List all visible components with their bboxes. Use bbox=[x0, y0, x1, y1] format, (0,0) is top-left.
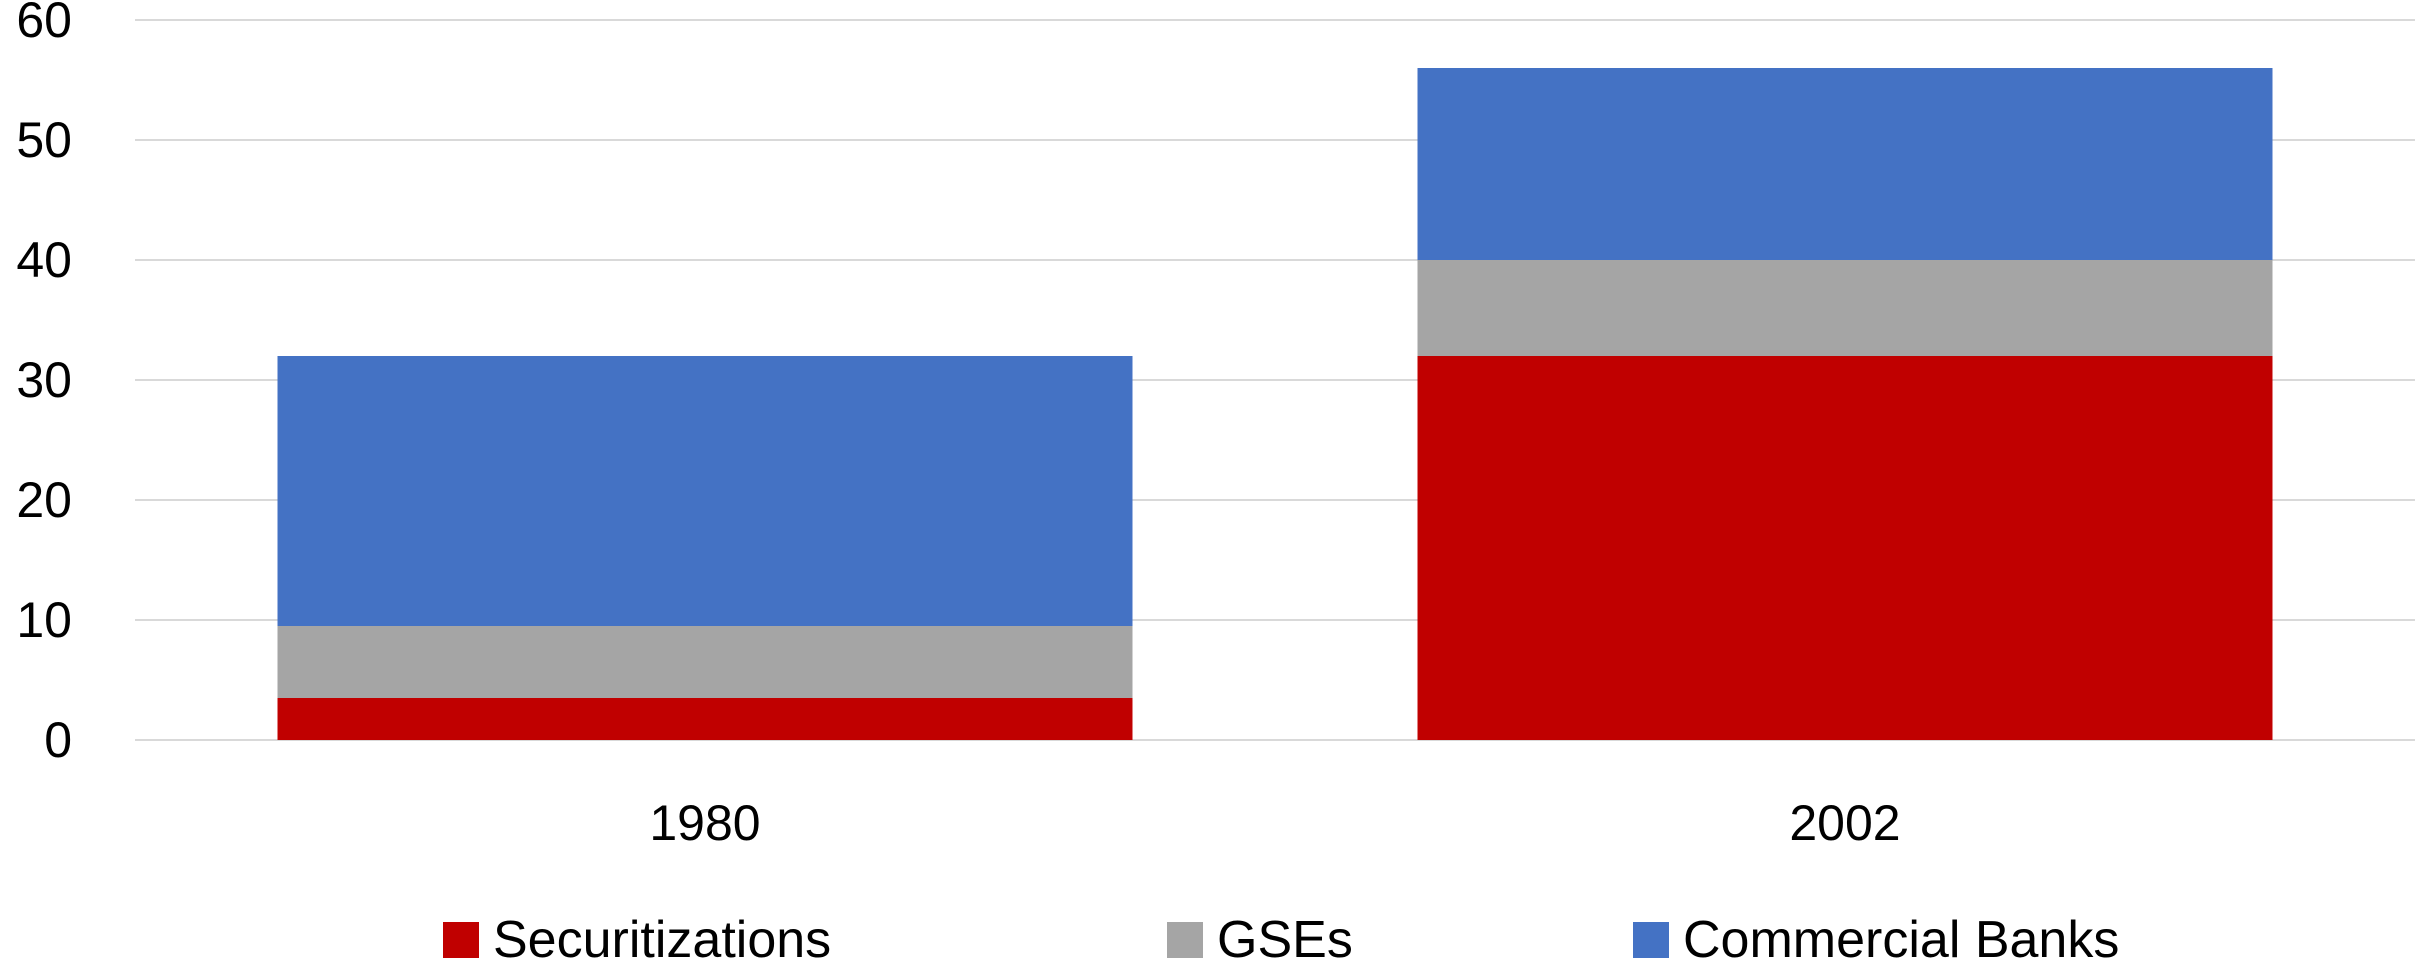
bars bbox=[277, 68, 2273, 740]
y-axis-tick-labels: 0 10 20 30 40 50 60 bbox=[16, 0, 72, 768]
bar-commercial-banks-2002 bbox=[1417, 68, 2273, 260]
legend-label-commercial-banks: Commercial Banks bbox=[1683, 911, 2120, 969]
x-tick-label-2002: 2002 bbox=[1789, 795, 1900, 851]
x-tick-label-1980: 1980 bbox=[649, 795, 760, 851]
stacked-bar-chart: 0 10 20 30 40 50 60 1980 2002 bbox=[16, 0, 2415, 851]
y-tick-label-60: 60 bbox=[16, 0, 72, 48]
y-tick-label-10: 10 bbox=[16, 592, 72, 648]
legend: Securitizations GSEs Commercial Banks bbox=[0, 905, 2415, 975]
legend-swatch-commercial-banks bbox=[1633, 922, 1669, 958]
bar-securitizations-1980 bbox=[277, 698, 1133, 740]
bar-gses-1980 bbox=[277, 626, 1133, 698]
legend-label-securitizations: Securitizations bbox=[493, 911, 832, 969]
bar-securitizations-2002 bbox=[1417, 356, 2273, 740]
legend-item-securitizations: Securitizations bbox=[443, 905, 831, 975]
y-tick-label-0: 0 bbox=[44, 712, 72, 768]
y-tick-label-40: 40 bbox=[16, 232, 72, 288]
legend-item-gses: GSEs bbox=[1167, 905, 1353, 975]
legend-swatch-gses bbox=[1167, 922, 1203, 958]
legend-label-gses: GSEs bbox=[1217, 911, 1353, 969]
legend-item-commercial-banks: Commercial Banks bbox=[1633, 905, 2119, 975]
legend-swatch-securitizations bbox=[443, 922, 479, 958]
bar-gses-2002 bbox=[1417, 260, 2273, 356]
y-tick-label-20: 20 bbox=[16, 472, 72, 528]
x-axis-tick-labels: 1980 2002 bbox=[649, 795, 1900, 851]
y-tick-label-30: 30 bbox=[16, 352, 72, 408]
bar-commercial-banks-1980 bbox=[277, 356, 1133, 626]
y-tick-label-50: 50 bbox=[16, 112, 72, 168]
